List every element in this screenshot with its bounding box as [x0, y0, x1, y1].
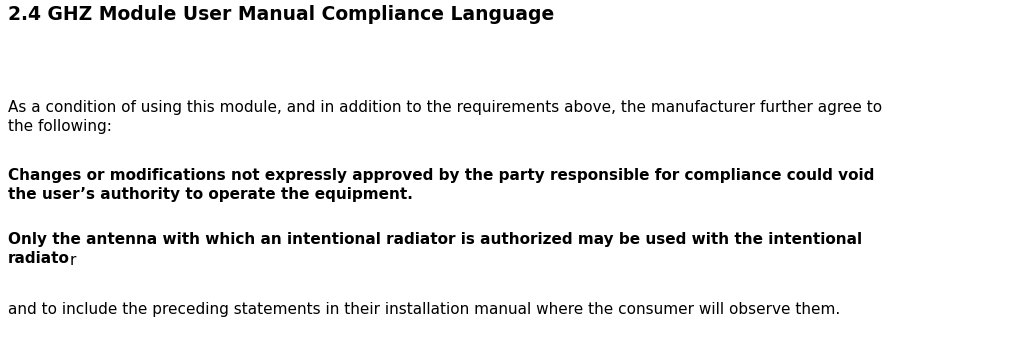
Text: 2.4 GHZ Module User Manual Compliance Language: 2.4 GHZ Module User Manual Compliance La…	[8, 5, 554, 24]
Text: Changes or modifications not expressly approved by the party responsible for com: Changes or modifications not expressly a…	[8, 168, 875, 202]
Text: r: r	[70, 253, 77, 268]
Text: Only the antenna with which an intentional radiator is authorized may be used wi: Only the antenna with which an intention…	[8, 232, 862, 266]
Text: As a condition of using this module, and in addition to the requirements above, : As a condition of using this module, and…	[8, 100, 882, 133]
Text: and to include the preceding statements in their installation manual where the c: and to include the preceding statements …	[8, 302, 841, 317]
